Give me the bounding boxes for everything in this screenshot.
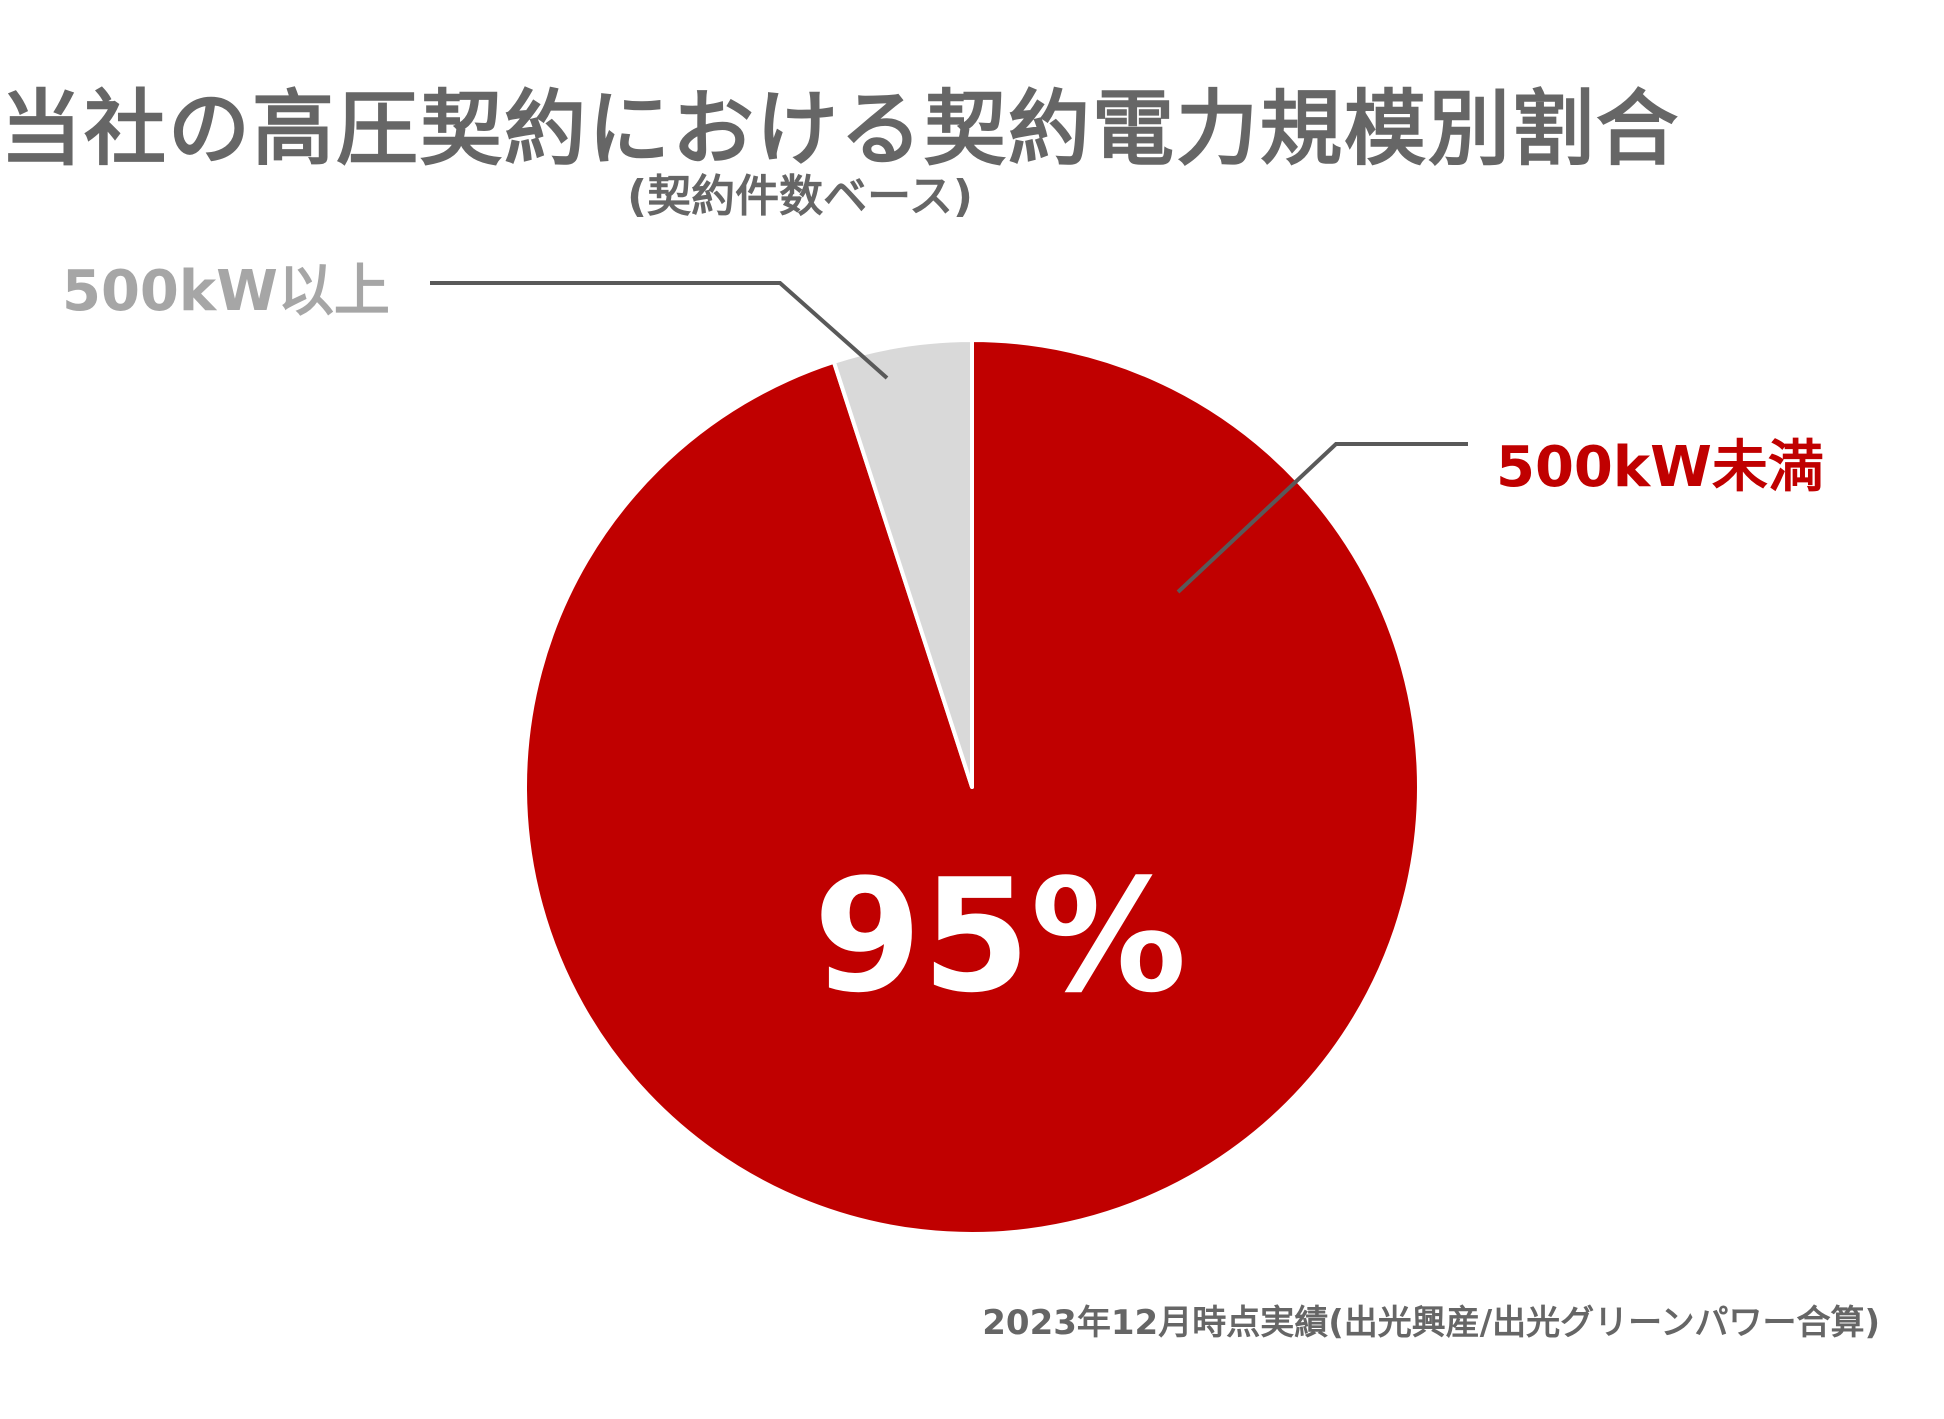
chart-subtitle: (契約件数ベース) bbox=[626, 171, 974, 222]
leader-lines bbox=[430, 281, 1468, 594]
pie-slices bbox=[523, 338, 1422, 1236]
pie-slice-1 bbox=[831, 338, 974, 789]
leader-line-small bbox=[430, 281, 889, 380]
source-footnote: 2023年12月時点実績(出光興産/出光グリーンパワー合算) bbox=[982, 1303, 1880, 1343]
slice-percentage-label: 95% bbox=[813, 845, 1187, 1027]
legend-label-500kw-or-more: 500kW以上 bbox=[62, 259, 390, 324]
chart-title: 当社の高圧契約における契約電力規模別割合 bbox=[0, 82, 1681, 177]
legend-label-under-500kw: 500kW未満 bbox=[1496, 435, 1824, 500]
leader-line-large bbox=[1176, 442, 1468, 594]
